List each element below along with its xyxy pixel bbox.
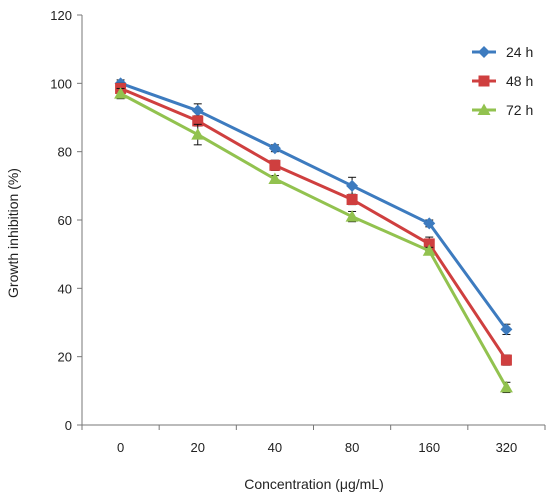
data-point xyxy=(114,87,128,99)
series-group xyxy=(114,77,513,394)
legend-label: 72 h xyxy=(506,102,533,118)
data-point xyxy=(423,238,435,250)
x-axis-ticks: 0 20 40 80 160 320 xyxy=(81,425,546,455)
data-point xyxy=(422,244,436,256)
data-point xyxy=(192,115,204,127)
legend-marker xyxy=(478,46,490,58)
y-tick-label: 100 xyxy=(50,76,72,91)
legend-marker xyxy=(478,75,490,87)
x-tick-label: 320 xyxy=(496,440,518,455)
series-2 xyxy=(114,87,513,394)
data-point xyxy=(500,323,513,336)
legend-item: 48 h xyxy=(472,73,533,89)
x-tick-label: 0 xyxy=(117,440,124,455)
y-tick-label: 120 xyxy=(50,8,72,23)
series-1 xyxy=(115,82,512,366)
series-line xyxy=(120,81,508,331)
axes xyxy=(81,15,545,426)
y-tick-label: 80 xyxy=(58,145,72,160)
y-axis-ticks: 0 20 40 60 80 100 120 xyxy=(50,8,82,433)
x-tick-label: 40 xyxy=(268,440,282,455)
data-point xyxy=(423,217,436,230)
x-tick-label: 20 xyxy=(191,440,205,455)
y-tick-label: 60 xyxy=(58,213,72,228)
data-point xyxy=(191,128,205,140)
series-line xyxy=(120,87,508,361)
x-tick-label: 80 xyxy=(345,440,359,455)
y-tick-label: 0 xyxy=(65,418,72,433)
legend-marker xyxy=(477,103,491,115)
y-tick-label: 20 xyxy=(58,350,72,365)
data-point xyxy=(499,380,513,393)
data-point xyxy=(346,179,359,192)
x-axis-title: Concentration (μg/mL) xyxy=(244,476,384,492)
data-point xyxy=(345,210,359,222)
data-point xyxy=(500,354,512,366)
series-line xyxy=(119,92,508,389)
y-axis-title: Growth inhibition (%) xyxy=(5,168,21,298)
data-point xyxy=(268,172,282,184)
y-tick-label: 40 xyxy=(58,281,72,296)
legend-label: 48 h xyxy=(506,73,533,89)
x-tick-label: 160 xyxy=(418,440,440,455)
data-point xyxy=(269,159,281,171)
legend-item: 72 h xyxy=(472,102,533,118)
data-point xyxy=(191,104,204,117)
legend-item: 24 h xyxy=(472,44,533,60)
data-point xyxy=(346,194,358,205)
legend: 24 h 48 h 72 h xyxy=(472,44,533,118)
series-0 xyxy=(114,77,513,336)
data-point xyxy=(268,142,281,155)
legend-label: 24 h xyxy=(506,44,533,60)
